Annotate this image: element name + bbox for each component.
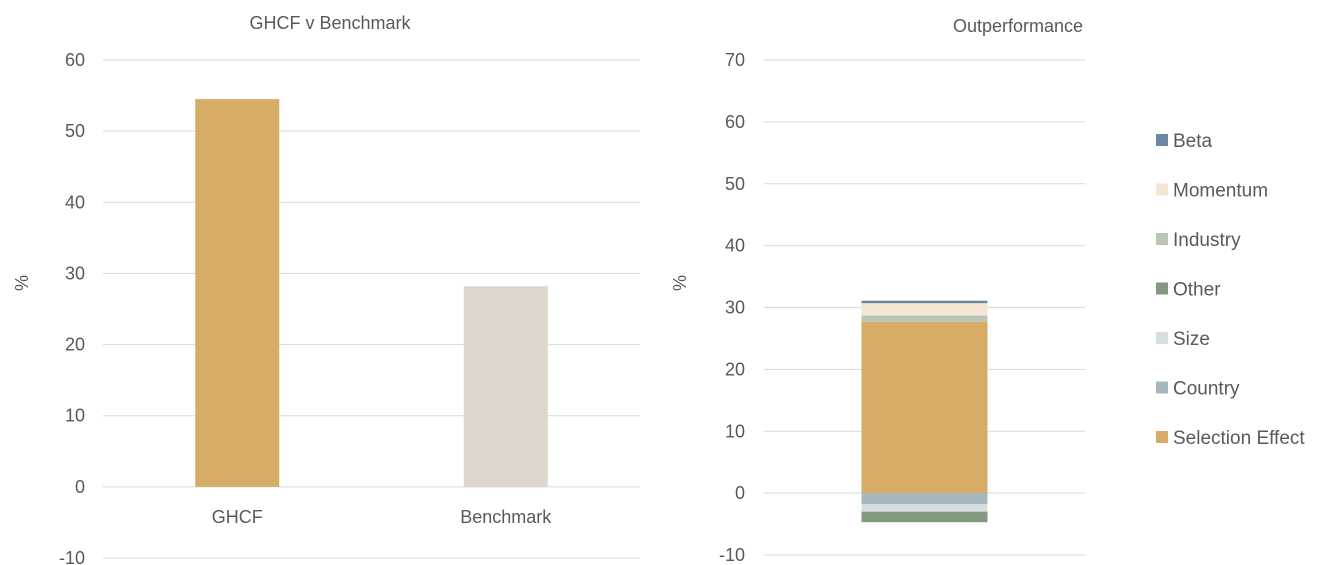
chart2-bar-segment-selection-effect	[861, 321, 988, 494]
legend-label: Momentum	[1173, 181, 1268, 202]
chart1-y-tick-label: 10	[65, 406, 85, 426]
legend-swatch-country	[1156, 381, 1168, 394]
chart2-y-tick-label: -10	[719, 545, 745, 565]
chart2-y-tick-label: 70	[725, 50, 745, 70]
chart2-bar-segment-country	[861, 493, 988, 505]
legend-swatch-size	[1156, 332, 1168, 344]
legend-label: Selection Effect	[1173, 428, 1305, 449]
chart1-x-tick-label: GHCF	[212, 507, 263, 527]
chart1-bar-ghcf	[195, 99, 280, 487]
chart1-title: GHCF v Benchmark	[249, 13, 411, 33]
chart1-y-tick-label: 50	[65, 121, 85, 141]
chart2-legend: Beta Momentum Industry Other Size Country Sele…	[1156, 131, 1305, 449]
chart2-y-tick-label: 0	[735, 483, 745, 503]
chart1-bar-benchmark	[463, 286, 548, 487]
chart2-y-tick-label: 30	[725, 298, 745, 318]
chart2-bar-segment-other	[861, 511, 988, 523]
chart-ghcf-v-benchmark: GHCF v Benchmark % 60 50 40 30 20 10 0 -10 GHCF…	[12, 13, 640, 565]
chart2-y-tick-label: 60	[725, 112, 745, 132]
chart2-y-tick-label: 50	[725, 174, 745, 194]
chart1-y-tick-label: 40	[65, 192, 85, 212]
chart2-bar-segment-momentum	[861, 303, 988, 316]
chart2-y-tick-label: 10	[725, 421, 745, 441]
chart1-y-tick-label: 0	[75, 477, 85, 497]
chart-outperformance: Outperformance % 70 60 50 40 30 20 10 0 -10	[670, 16, 1085, 565]
legend-label: Beta	[1173, 131, 1213, 152]
legend-label: Size	[1173, 329, 1210, 350]
legend-label: Industry	[1173, 230, 1241, 251]
legend-label: Other	[1173, 280, 1221, 301]
chart2-y-tick-label: 40	[725, 236, 745, 256]
legend-swatch-other	[1156, 282, 1168, 295]
chart2-title: Outperformance	[953, 16, 1083, 36]
legend-swatch-momentum	[1156, 183, 1168, 196]
chart1-y-tick-label: 20	[65, 335, 85, 355]
chart2-bar-segment-industry	[861, 315, 988, 322]
chart2-bar-segment-size	[861, 504, 988, 512]
legend-swatch-industry	[1156, 233, 1168, 245]
chart2-y-tick-label: 20	[725, 359, 745, 379]
legend-swatch-beta	[1156, 134, 1168, 146]
legend-swatch-selection-effect	[1156, 431, 1168, 443]
chart2-bar-segment-beta	[861, 300, 988, 304]
chart1-y-tick-label: 30	[65, 263, 85, 283]
legend-label: Country	[1173, 379, 1240, 400]
chart1-y-tick-label: -10	[59, 548, 85, 565]
chart1-y-axis-label: %	[12, 275, 32, 291]
chart1-y-tick-label: 60	[65, 50, 85, 70]
chart2-y-axis-label: %	[670, 275, 690, 291]
chart1-x-tick-label: Benchmark	[460, 507, 552, 527]
